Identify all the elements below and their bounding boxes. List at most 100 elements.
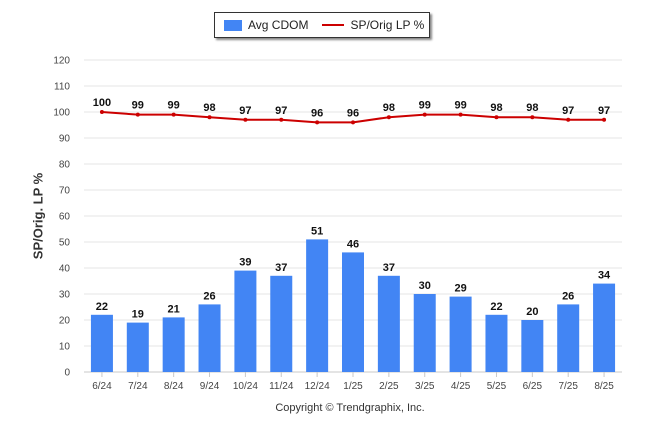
line-value-label: 96 — [347, 107, 359, 119]
bar-value-label: 20 — [526, 306, 538, 318]
line-value-label: 97 — [562, 105, 574, 117]
x-tick-label: 6/24 — [92, 381, 112, 392]
bar-value-label: 19 — [132, 309, 144, 321]
bar-value-label: 22 — [490, 301, 502, 313]
bar-series — [90, 239, 616, 372]
x-tick-label: 8/25 — [594, 381, 614, 392]
bar-value-label: 30 — [419, 280, 431, 292]
x-tick-label: 5/25 — [487, 381, 507, 392]
bar — [306, 239, 329, 372]
copyright-text: Copyright © Trendgraphix, Inc. — [275, 402, 425, 414]
line-point — [530, 115, 535, 120]
y-tick-label: 100 — [53, 108, 70, 119]
line-point — [351, 120, 355, 125]
x-tick-label: 7/25 — [558, 381, 578, 392]
bar — [90, 314, 113, 372]
line-value-label: 99 — [168, 100, 180, 112]
legend-label-line: SP/Orig LP % — [350, 18, 425, 32]
bar-value-label: 37 — [275, 262, 287, 274]
line-value-label: 99 — [132, 100, 144, 112]
line-value-label: 98 — [526, 102, 538, 114]
bar — [270, 275, 293, 372]
y-tick-label: 50 — [59, 238, 71, 249]
y-tick-label: 30 — [59, 290, 71, 301]
line-value-label: 97 — [598, 105, 610, 117]
line-point — [458, 112, 463, 117]
line-value-label: 96 — [311, 107, 323, 119]
line-point — [99, 110, 104, 114]
bar-value-label: 51 — [311, 225, 323, 237]
y-tick-label: 80 — [59, 160, 71, 171]
bar — [234, 270, 257, 372]
bar — [377, 275, 400, 372]
y-tick-label: 110 — [54, 82, 70, 93]
y-tick-label: 90 — [59, 134, 71, 145]
line-point — [494, 115, 499, 120]
y-tick-label: 40 — [59, 264, 71, 275]
line-value-label: 99 — [419, 100, 431, 112]
y-tick-label: 20 — [59, 316, 71, 327]
y-tick-label: 60 — [59, 212, 71, 223]
bar — [198, 304, 221, 372]
line-point — [422, 112, 427, 117]
line-point — [279, 117, 284, 122]
line-value-label: 98 — [490, 102, 502, 114]
legend-label-bar: Avg CDOM — [248, 18, 309, 32]
line-value-label: 99 — [454, 100, 466, 112]
y-tick-label: 70 — [59, 186, 71, 197]
line-point — [135, 112, 140, 117]
legend-item-bar[interactable]: Avg CDOM — [224, 18, 308, 32]
line-point — [386, 115, 391, 120]
bar-data-labels: 22 19 21 26 39 37 51 46 37 30 29 22 20 26 34 — [96, 225, 611, 320]
x-tick-label: 10/24 — [233, 381, 258, 392]
bar — [342, 252, 364, 372]
x-tick-label: 1/25 — [343, 381, 363, 392]
bar-value-label: 46 — [347, 238, 359, 250]
bar-value-label: 26 — [562, 290, 574, 302]
y-axis-ticks: 0 10 20 30 40 50 60 70 80 90 100 110 120 — [53, 56, 70, 379]
legend-bar-swatch — [224, 19, 242, 31]
line-value-label: 100 — [93, 97, 111, 109]
line-value-label: 97 — [239, 105, 251, 117]
x-tick-label: 6/25 — [523, 381, 543, 392]
bar — [485, 314, 508, 372]
bar-value-label: 29 — [454, 283, 466, 295]
x-tick-label: 8/24 — [164, 381, 184, 392]
line-series — [99, 110, 607, 125]
line-value-label: 98 — [383, 102, 395, 114]
bar-value-label: 37 — [383, 262, 395, 274]
bar-value-label: 22 — [96, 301, 108, 313]
bar — [126, 322, 149, 372]
line-point — [243, 117, 248, 122]
line-data-labels: 100 99 99 98 97 97 96 96 98 99 99 98 98 97 97 — [93, 97, 610, 119]
line-point — [207, 115, 212, 120]
x-axis-ticks: 6/24 7/24 8/24 9/24 10/24 11/24 12/24 1/25 2/25 3… — [92, 372, 614, 392]
bar — [557, 304, 580, 372]
y-tick-label: 120 — [53, 56, 70, 67]
bar-value-label: 26 — [203, 290, 215, 302]
bar-value-label: 21 — [168, 303, 180, 315]
x-tick-label: 12/24 — [305, 381, 330, 392]
legend-line-swatch — [322, 24, 345, 26]
y-tick-label: 0 — [64, 368, 70, 379]
legend-item-line[interactable]: SP/Orig LP % — [322, 18, 424, 32]
x-tick-label: 11/24 — [269, 381, 294, 392]
line-point — [315, 120, 320, 125]
y-axis-title: SP/Orig. LP % — [30, 172, 46, 260]
line-point — [171, 112, 176, 117]
x-tick-label: 7/24 — [128, 381, 148, 392]
bar — [521, 320, 544, 372]
x-tick-label: 9/24 — [200, 381, 220, 392]
line-value-label: 98 — [203, 102, 215, 114]
x-tick-label: 4/25 — [451, 381, 471, 392]
x-tick-label: 3/25 — [415, 381, 435, 392]
line-point — [566, 117, 571, 122]
y-tick-label: 10 — [59, 342, 71, 353]
line-point — [602, 117, 607, 122]
bar — [449, 296, 472, 372]
line-value-label: 97 — [275, 105, 287, 117]
bar — [413, 294, 436, 372]
bar — [162, 317, 185, 372]
bar-value-label: 34 — [598, 270, 611, 282]
